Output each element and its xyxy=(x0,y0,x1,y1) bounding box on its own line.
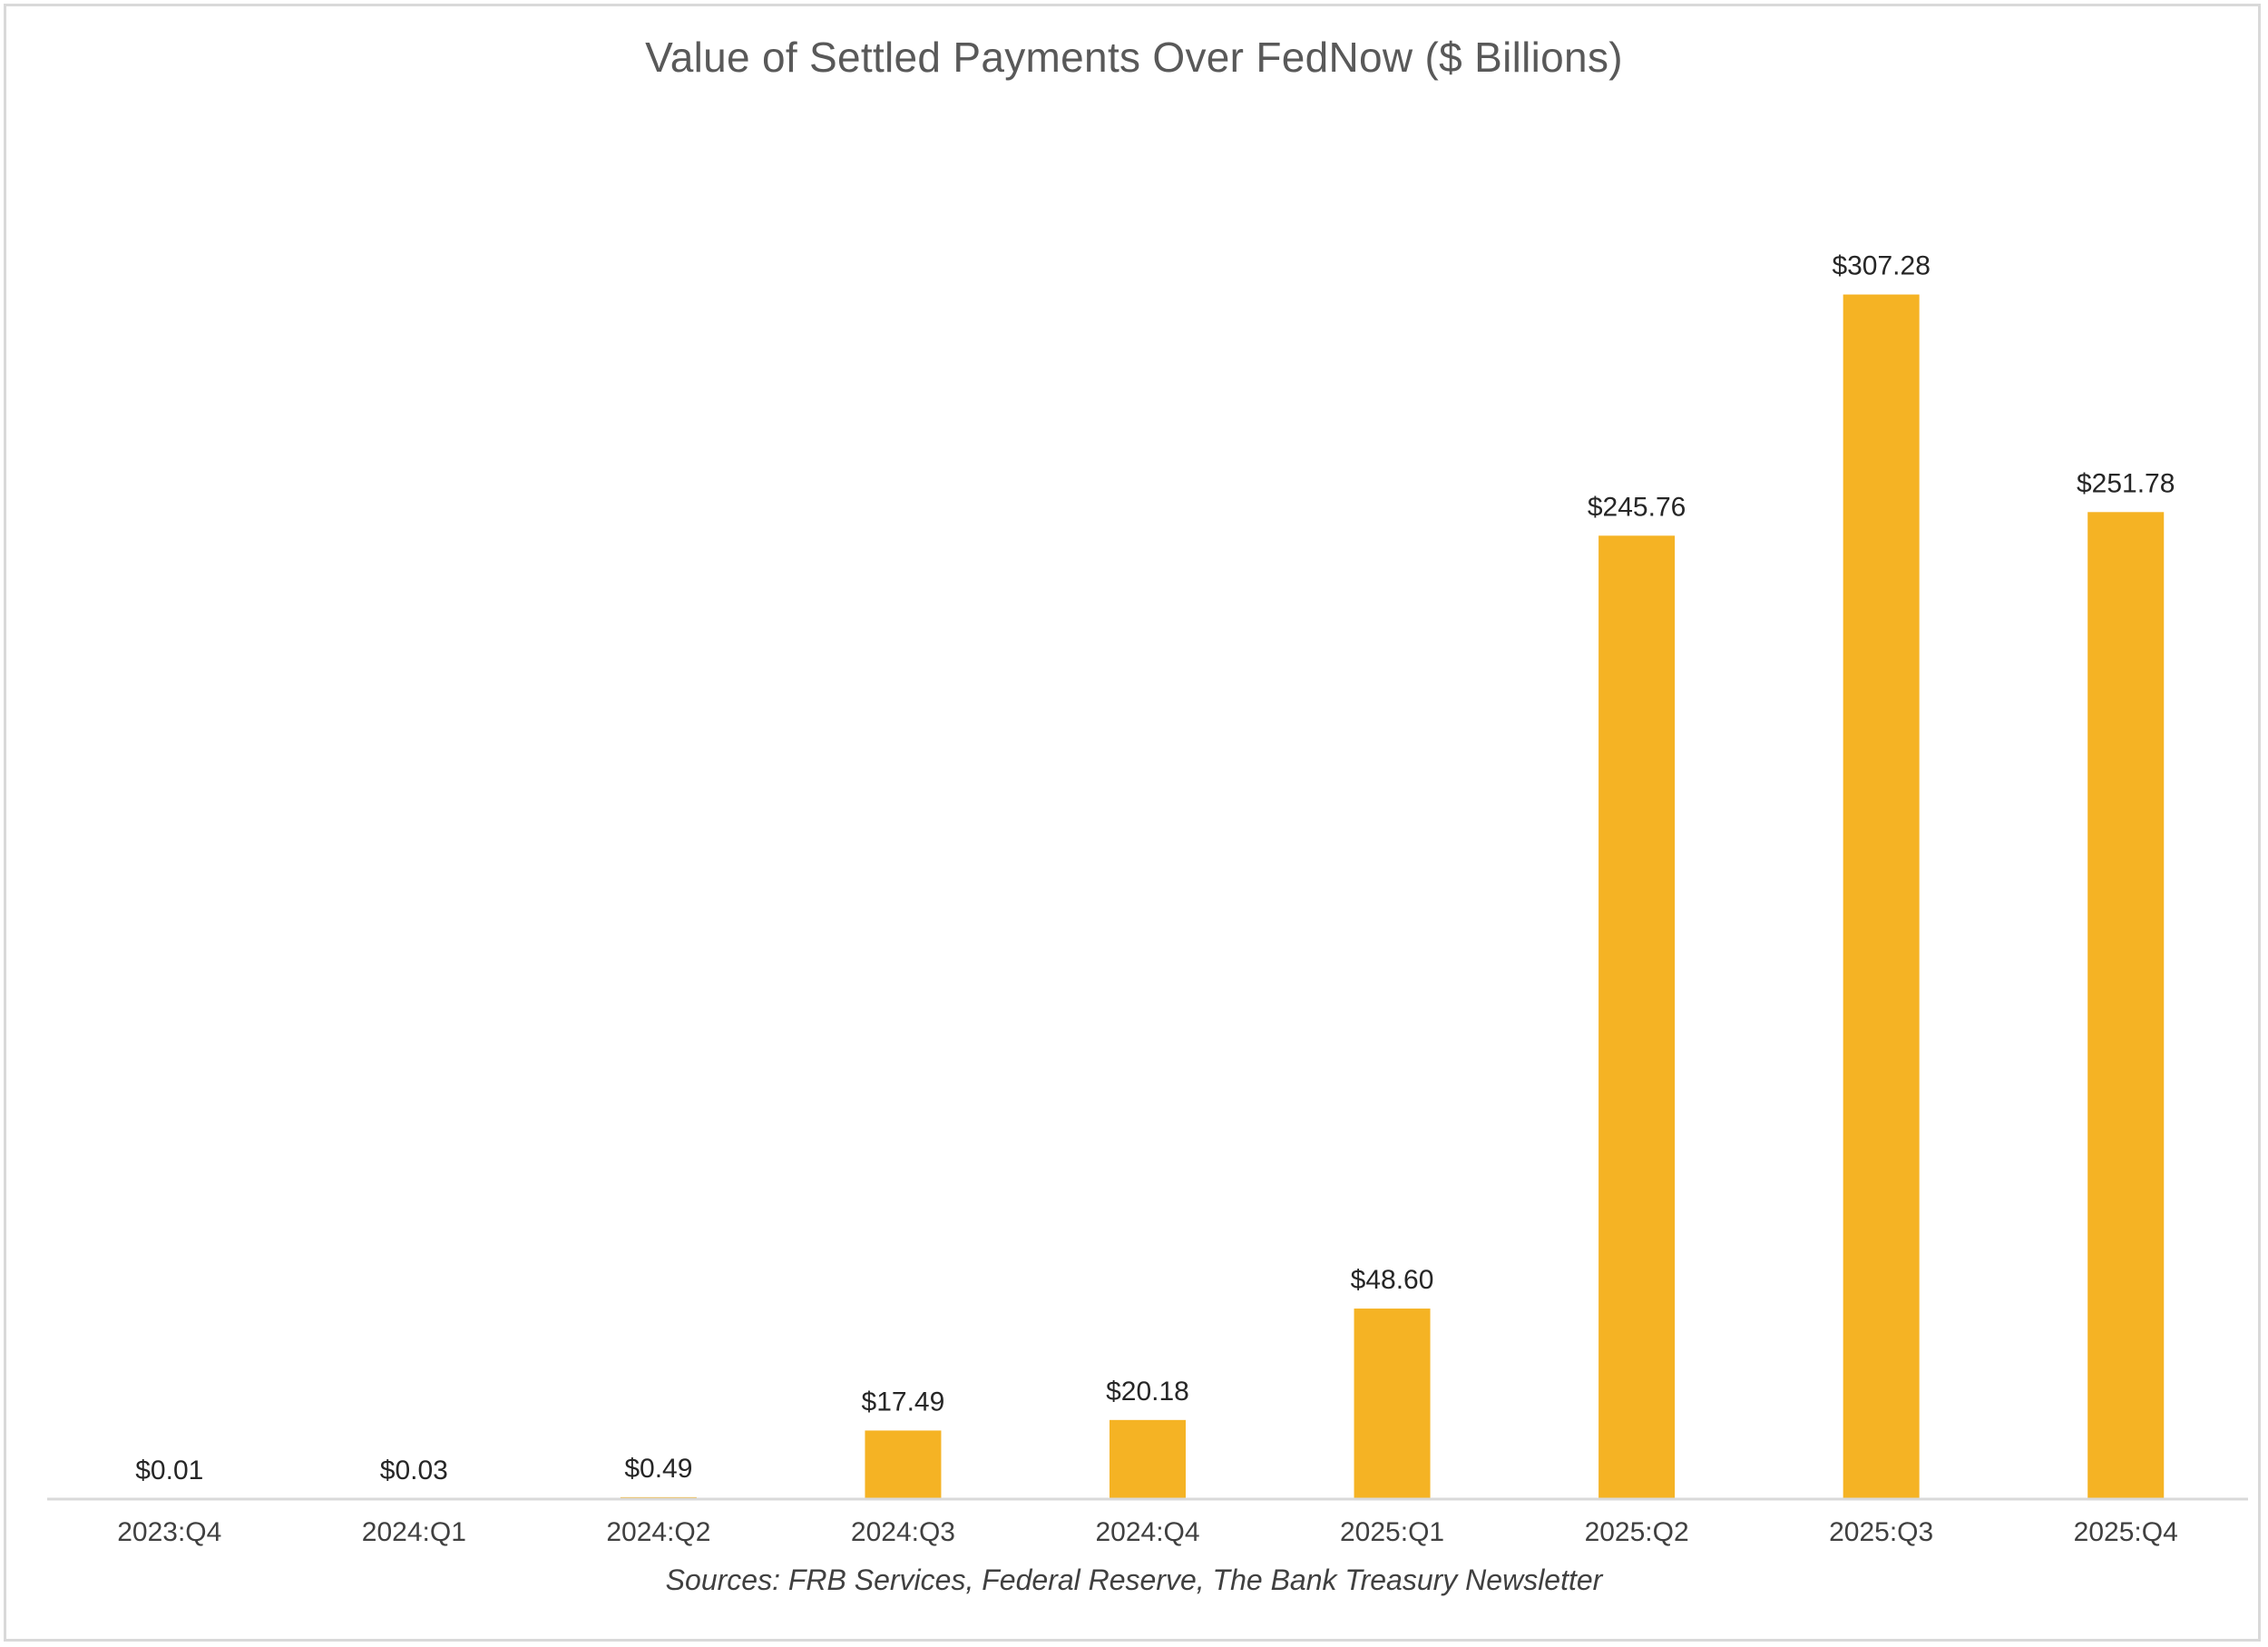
x-tick-label-group: 2023:Q4 2024:Q1 2024:Q2 2024:Q3 2024:Q4 2025:… xyxy=(117,1517,2178,1547)
bar-2025:Q4 xyxy=(2087,512,2165,1499)
data-label-2025:Q1: $48.60 xyxy=(1351,1265,1434,1295)
x-tick-label-2025:Q4: 2025:Q4 xyxy=(2074,1517,2178,1547)
bar-2025:Q2 xyxy=(1598,535,1676,1499)
value-label-group: $0.01 $0.03 $0.49 $17.49 $20.18 $48.60 $245.76… xyxy=(135,251,2175,1485)
bar-2025:Q3 xyxy=(1843,294,1920,1499)
bar-2024:Q4 xyxy=(1110,1419,1186,1499)
x-tick-label-2024:Q4: 2024:Q4 xyxy=(1095,1517,1199,1547)
x-tick-label-2023:Q4: 2023:Q4 xyxy=(117,1517,221,1547)
x-tick-label-2025:Q1: 2025:Q1 xyxy=(1340,1517,1444,1547)
x-tick-label-2025:Q2: 2025:Q2 xyxy=(1585,1517,1689,1547)
data-label-2024:Q3: $17.49 xyxy=(862,1387,945,1417)
x-tick-label-2024:Q3: 2024:Q3 xyxy=(851,1517,955,1547)
data-label-2023:Q4: $0.01 xyxy=(135,1456,203,1485)
data-label-2024:Q4: $20.18 xyxy=(1106,1377,1189,1407)
data-label-2024:Q1: $0.03 xyxy=(380,1456,448,1485)
bar-2024:Q3 xyxy=(865,1430,942,1499)
bar-2025:Q1 xyxy=(1354,1309,1431,1499)
source-note: Sources: FRB Services, Federal Reserve, … xyxy=(665,1564,1603,1596)
x-tick-label-2024:Q2: 2024:Q2 xyxy=(606,1517,710,1547)
data-label-2025:Q3: $307.28 xyxy=(1832,251,1930,281)
data-label-2024:Q2: $0.49 xyxy=(624,1454,692,1484)
x-tick-label-2024:Q1: 2024:Q1 xyxy=(362,1517,466,1547)
x-tick-label-2025:Q3: 2025:Q3 xyxy=(1829,1517,1933,1547)
data-label-2025:Q4: $251.78 xyxy=(2077,468,2175,498)
chart-title: Value of Settled Payments Over FedNow ($… xyxy=(645,34,1623,81)
bar-group xyxy=(131,294,2165,1500)
data-label-2025:Q2: $245.76 xyxy=(1588,492,1686,522)
